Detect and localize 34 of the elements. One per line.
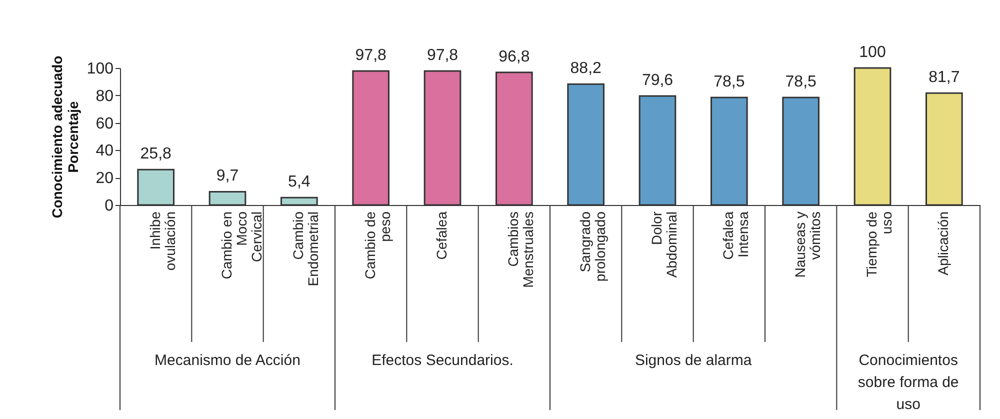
data-label: 81,7 bbox=[928, 69, 960, 86]
x-tick-label: Sangrado prolongado bbox=[576, 211, 608, 282]
x-tick-label: Tiempo de uso bbox=[864, 211, 894, 278]
data-label: 88,2 bbox=[570, 60, 602, 78]
data-label: 5,4 bbox=[288, 174, 310, 191]
x-tick-label: Inhibe ovulación bbox=[146, 211, 178, 271]
data-label: 96,8 bbox=[498, 48, 530, 66]
y-tick-label: 100 bbox=[86, 60, 114, 78]
x-tick-label: Cefalea Intensa bbox=[720, 211, 752, 260]
text: Conocimientos sobre forma de uso bbox=[858, 352, 959, 413]
x-tick-label: Cambio en Moco Cervical bbox=[218, 211, 264, 280]
x-tick-label: Cambios Menstruales bbox=[505, 212, 536, 288]
y-tick-label: 0 bbox=[104, 198, 114, 214]
x-tick-label: Cefalea bbox=[434, 211, 450, 260]
x-tick-label: Nauseas y vómitos bbox=[792, 212, 823, 278]
data-label: 79,6 bbox=[642, 72, 674, 89]
y-tick-label: 60 bbox=[96, 115, 114, 132]
y-tick-label: 20 bbox=[96, 170, 114, 188]
data-label: 25,8 bbox=[140, 146, 172, 163]
text: Signos de alarma bbox=[634, 352, 752, 369]
data-label: 78,5 bbox=[714, 73, 745, 90]
data-label: 97,8 bbox=[355, 47, 387, 64]
data-label: 100 bbox=[859, 44, 886, 61]
y-tick-label: 80 bbox=[96, 88, 114, 105]
x-tick-label: Cambio de peso bbox=[362, 211, 393, 280]
text: Efectos Secundarios. bbox=[372, 352, 514, 369]
data-label: 78,5 bbox=[785, 73, 817, 90]
x-tick-label: Cambio Endometrial bbox=[290, 211, 322, 286]
data-label: 9,7 bbox=[216, 168, 239, 185]
y-axis-title: Conocimiento adecuado Porcentaje bbox=[48, 56, 81, 218]
x-tick-label: Aplicación bbox=[935, 212, 952, 276]
y-tick-label: 40 bbox=[96, 142, 114, 160]
text: Mecanismo de Acción bbox=[154, 352, 300, 369]
data-label: 97,8 bbox=[426, 47, 458, 64]
